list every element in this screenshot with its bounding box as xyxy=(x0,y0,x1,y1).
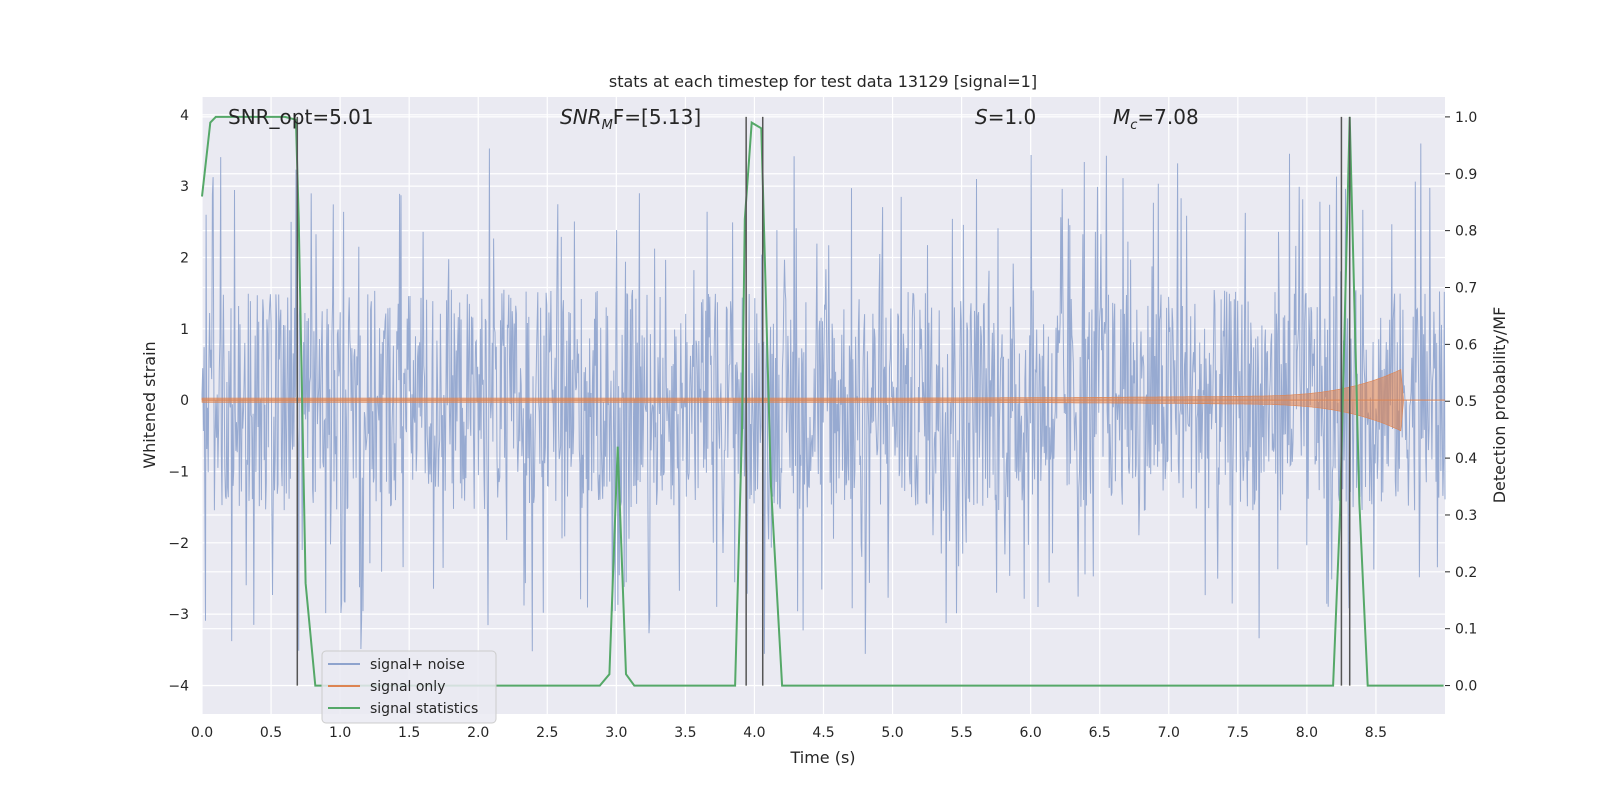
legend-label-signal-plus-noise: signal+ noise xyxy=(370,657,465,673)
x-tick-label: 3.5 xyxy=(674,725,696,741)
signal-plus-noise-series xyxy=(201,143,1446,654)
y-right-tick-label: 0.2 xyxy=(1455,565,1477,581)
x-tick-label: 0.5 xyxy=(260,725,282,741)
x-tick-label: 0.0 xyxy=(191,725,213,741)
y-right-tick-label: 0.0 xyxy=(1455,679,1477,695)
y-left-tick-label: 2 xyxy=(180,250,189,266)
y-axis-label-left: Whitened strain xyxy=(140,341,159,468)
x-tick-label: 6.0 xyxy=(1020,725,1042,741)
y-left-tick-label: −2 xyxy=(168,536,189,552)
x-tick-label: 4.5 xyxy=(812,725,834,741)
x-tick-label: 6.5 xyxy=(1089,725,1111,741)
annotation-snr-opt: SNR_opt=5.01 xyxy=(228,105,374,129)
y-right-tick-label: 0.7 xyxy=(1455,281,1477,297)
signal-only-series xyxy=(201,369,1445,432)
y-right-tick-label: 0.6 xyxy=(1455,337,1477,353)
y-left-tick-label: 3 xyxy=(180,179,189,195)
y-left-tick-label: 1 xyxy=(180,322,189,338)
y-right-tick-labels: 0.0 0.1 0.2 0.3 0.4 0.5 0.6 0.7 0.8 0.9 1.0 xyxy=(1445,110,1477,695)
x-tick-label: 7.5 xyxy=(1227,725,1249,741)
x-tick-label: 1.0 xyxy=(329,725,351,741)
x-tick-label: 3.0 xyxy=(605,725,627,741)
x-tick-label: 1.5 xyxy=(398,725,420,741)
y-left-tick-label: −4 xyxy=(168,678,189,694)
y-right-tick-label: 1.0 xyxy=(1455,110,1477,126)
y-left-tick-label: −3 xyxy=(168,607,189,623)
y-left-tick-label: 0 xyxy=(180,393,189,409)
x-tick-label: 2.0 xyxy=(467,725,489,741)
legend: signal+ noise signal only signal statist… xyxy=(321,650,497,724)
y-left-tick-labels: −4 −3 −2 −1 0 1 2 3 4 xyxy=(168,108,189,695)
x-tick-label: 5.0 xyxy=(881,725,903,741)
annotation-s: S=1.0 xyxy=(975,105,1036,129)
y-right-tick-label: 0.9 xyxy=(1455,167,1477,183)
y-axis-label-right: Detection probability/MF xyxy=(1490,307,1509,504)
annotation-snr-mf: SNRMF=[5.13] xyxy=(560,105,701,133)
x-tick-label: 5.5 xyxy=(950,725,972,741)
legend-box xyxy=(321,650,497,724)
y-left-tick-label: −1 xyxy=(168,464,189,480)
legend-label-signal-only: signal only xyxy=(370,679,445,695)
x-tick-label: 8.0 xyxy=(1296,725,1318,741)
y-right-tick-label: 0.3 xyxy=(1455,508,1477,524)
y-left-tick-label: 4 xyxy=(180,108,189,124)
y-right-tick-label: 0.4 xyxy=(1455,451,1477,467)
legend-label-signal-statistics: signal statistics xyxy=(370,701,478,717)
chart-title: stats at each timestep for test data 131… xyxy=(609,72,1037,91)
vertical-markers xyxy=(296,116,1351,686)
y-right-tick-label: 0.8 xyxy=(1455,224,1477,240)
x-tick-label: 4.0 xyxy=(743,725,765,741)
x-tick-label: 8.5 xyxy=(1365,725,1387,741)
y-right-tick-label: 0.1 xyxy=(1455,622,1477,638)
x-axis-label: Time (s) xyxy=(789,748,855,767)
annotation-mc: Mc=7.08 xyxy=(1113,105,1199,133)
x-tick-labels: 0.0 0.5 1.0 1.5 2.0 2.5 3.0 3.5 4.0 4.5 5.0 5.5 6.0 6… xyxy=(191,725,1387,741)
signal-plus-noise-line xyxy=(201,143,1446,654)
x-tick-label: 2.5 xyxy=(536,725,558,741)
x-tick-label: 7.0 xyxy=(1158,725,1180,741)
y-right-tick-label: 0.5 xyxy=(1455,394,1477,410)
